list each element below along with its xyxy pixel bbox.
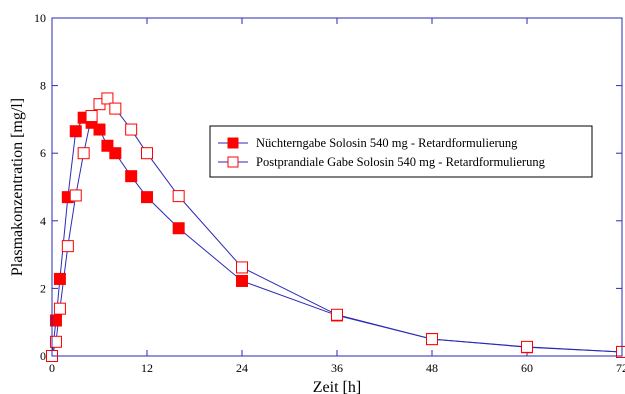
data-point-series-0	[93, 123, 106, 136]
x-tick-label: 60	[521, 361, 533, 375]
data-point-series-1	[236, 261, 248, 274]
x-tick-label: 24	[236, 361, 248, 375]
data-point-series-1	[101, 92, 114, 105]
legend-marker-postprandial	[227, 156, 239, 168]
legend: Nüchterngabe Solosin 540 mg - Retardform…	[209, 125, 593, 178]
y-tick-label: 2	[40, 281, 46, 295]
data-point-series-1	[125, 123, 138, 136]
data-point-series-1	[49, 335, 62, 348]
data-point-series-1	[85, 110, 98, 123]
legend-marker-fasting	[227, 137, 239, 149]
data-point-series-0	[101, 139, 114, 152]
data-point-series-1	[53, 302, 66, 315]
y-tick-label: 0	[40, 349, 46, 363]
legend-label-postprandial: Postprandiale Gabe Solosin 540 mg - Reta…	[256, 155, 546, 169]
data-point-series-1	[69, 189, 82, 202]
data-point-series-1	[426, 333, 438, 346]
x-tick-label: 36	[331, 361, 343, 375]
y-tick-label: 6	[40, 146, 46, 160]
x-axis-label: Zeit [h]	[313, 379, 361, 394]
data-point-series-0	[236, 274, 248, 287]
data-point-series-0	[125, 170, 138, 183]
plot-frame	[51, 17, 623, 357]
data-point-series-0	[141, 191, 153, 204]
data-point-series-0	[109, 147, 122, 160]
data-point-series-1	[109, 102, 122, 115]
data-point-series-1	[61, 240, 74, 253]
x-tick-label: 0	[49, 361, 55, 375]
data-point-series-1	[521, 340, 533, 353]
y-axis-label: Plasmakonzentration [mg/l]	[9, 98, 26, 276]
x-tick-label: 48	[426, 361, 438, 375]
legend-box	[209, 125, 593, 178]
data-point-series-0	[49, 314, 62, 327]
x-tick-label: 12	[141, 361, 153, 375]
y-tick-label: 10	[34, 11, 46, 25]
x-tick-label: 72	[616, 361, 625, 375]
y-tick-label: 8	[40, 79, 46, 93]
data-point-series-1	[77, 147, 90, 160]
data-point-series-0	[53, 272, 66, 285]
data-point-series-0	[172, 222, 185, 235]
data-point-series-0	[69, 125, 82, 138]
data-point-series-1	[141, 147, 153, 160]
series-markers	[46, 92, 625, 362]
y-tick-label: 4	[40, 214, 46, 228]
legend-label-fasting: Nüchterngabe Solosin 540 mg - Retardform…	[256, 136, 518, 150]
legend-entry-postprandial: Postprandiale Gabe Solosin 540 mg - Reta…	[218, 155, 546, 169]
data-point-series-1	[172, 190, 185, 203]
data-point-series-1	[331, 308, 343, 321]
legend-entry-fasting: Nüchterngabe Solosin 540 mg - Retardform…	[218, 136, 518, 150]
